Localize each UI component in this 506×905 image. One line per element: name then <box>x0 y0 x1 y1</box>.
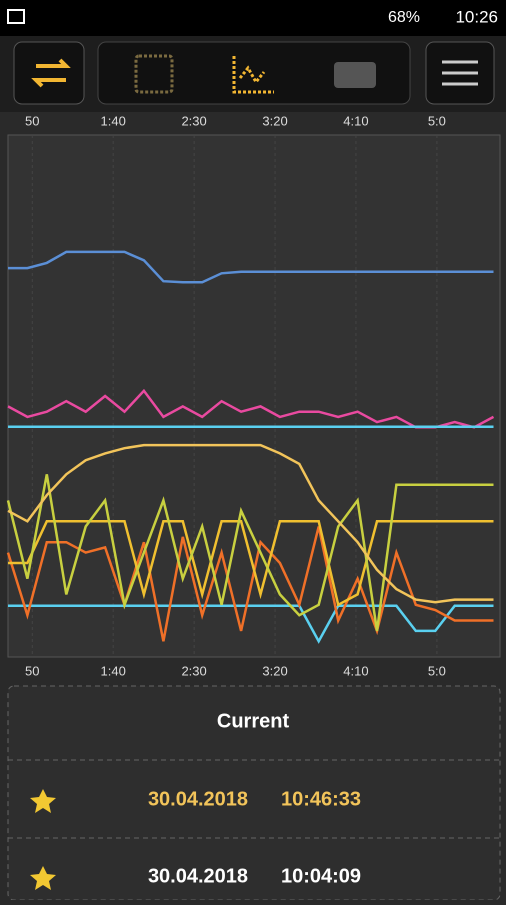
x-tick-label: 50 <box>25 663 39 678</box>
x-tick-label: 5:0 <box>428 663 446 678</box>
gallery-icon <box>7 9 25 24</box>
x-tick-label: 1:40 <box>101 113 126 128</box>
swap-icon <box>31 58 71 88</box>
x-tick-label: 4:10 <box>343 113 368 128</box>
favorite-star[interactable] <box>30 789 56 813</box>
battery: 68% <box>388 9 420 26</box>
row-date: 30.04.2018 <box>148 788 248 810</box>
x-tick-label: 2:30 <box>181 663 206 678</box>
series-line <box>8 604 494 644</box>
x-tick-label: 4:10 <box>343 663 368 678</box>
status-bar <box>0 0 506 36</box>
x-tick-label: 3:20 <box>262 663 287 678</box>
row-time: 10:04:09 <box>281 865 361 887</box>
dashboard-tab[interactable] <box>134 54 174 94</box>
favorite-star[interactable] <box>30 866 56 890</box>
series-line <box>7 443 494 604</box>
plot-area <box>7 134 501 658</box>
x-tick-label: 50 <box>25 113 39 128</box>
tab-bar <box>97 41 411 105</box>
series-line <box>8 250 494 284</box>
series-line <box>6 526 494 642</box>
row-time: 10:46:33 <box>281 788 361 810</box>
swap-button[interactable] <box>13 41 85 105</box>
x-tick-label: 2:30 <box>181 113 206 128</box>
series-line <box>6 474 494 632</box>
history-header: Current <box>217 710 290 732</box>
x-tick-label: 3:20 <box>262 113 287 128</box>
x-tick-label: 1:40 <box>101 663 126 678</box>
engine-tab[interactable] <box>334 62 376 88</box>
graph-tab[interactable] <box>232 56 274 94</box>
x-tick-label: 5:0 <box>428 113 446 128</box>
menu-icon <box>442 60 478 86</box>
clock: 10:26 <box>455 7 498 26</box>
row-date: 30.04.2018 <box>148 865 248 887</box>
